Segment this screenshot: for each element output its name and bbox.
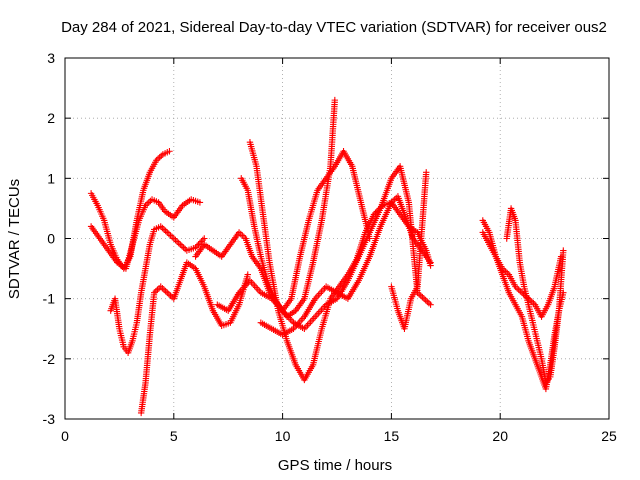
data-point [425,299,433,307]
data-point [239,232,246,239]
data-point [165,230,173,238]
data-point [156,154,163,161]
data-point [182,245,189,253]
data-point [244,271,251,278]
series-track-j [388,169,430,332]
chart-title: Day 284 of 2021, Sidereal Day-to-day VTE… [61,19,607,36]
x-tick-label: 20 [492,428,508,444]
data-point [422,296,429,304]
x-axis-ticks: 0 5 10 15 20 25 [61,58,617,444]
y-tick-label: 3 [47,50,55,66]
data-point [419,293,426,301]
data-point [192,244,199,251]
data-point [175,239,182,247]
y-axis-ticks: -3 -2 -1 0 1 2 3 [43,50,609,427]
data-point [427,301,434,308]
data-series [87,96,567,417]
data-point [515,286,522,293]
data-point [196,199,204,206]
data-point [417,292,424,299]
data-point [423,169,430,176]
data-point [427,259,434,266]
data-point [159,224,166,232]
data-point [159,284,166,292]
data-point [177,241,184,248]
x-tick-label: 15 [384,428,400,444]
data-point [424,298,431,305]
data-point [199,236,207,244]
data-point [160,286,168,293]
series-track-c [107,223,208,357]
x-tick-label: 5 [170,428,178,444]
data-point [195,241,202,248]
data-point [166,148,173,155]
x-tick-label: 0 [61,428,69,444]
data-point [173,238,181,245]
data-point [164,289,171,296]
data-point [196,239,204,247]
y-tick-label: 2 [47,110,55,126]
y-tick-label: -3 [43,411,56,427]
x-tick-label: 10 [275,428,291,444]
x-tick-label: 25 [601,428,617,444]
series-track-h [257,193,434,338]
data-point [201,235,208,242]
data-point [157,283,164,290]
data-point [331,96,339,104]
data-point [162,287,169,295]
y-tick-label: 1 [47,170,55,186]
data-point [165,290,173,298]
data-point [172,236,179,244]
y-axis-label: SDTVAR / TECUs [6,179,23,299]
data-point [168,233,176,241]
data-point [167,292,174,299]
data-point [167,232,174,239]
series-track-b [87,196,204,272]
data-point [198,238,205,245]
data-point [170,235,177,242]
y-tick-label: -1 [43,291,56,307]
data-point [145,199,152,206]
data-point [420,295,428,302]
data-point [164,229,171,236]
series-track-i [214,163,434,332]
series-track-d [137,259,251,417]
data-point [162,227,169,235]
series-track-f [238,148,373,314]
data-point [154,286,161,293]
data-point [193,242,201,250]
data-point [560,247,567,254]
y-tick-label: -2 [43,351,56,367]
series-track-l [479,229,565,320]
x-axis-label: GPS time / hours [278,457,392,474]
series-track-m [503,205,567,387]
series-track-g [246,139,434,384]
y-tick-label: 0 [47,231,55,247]
data-point [178,242,186,250]
